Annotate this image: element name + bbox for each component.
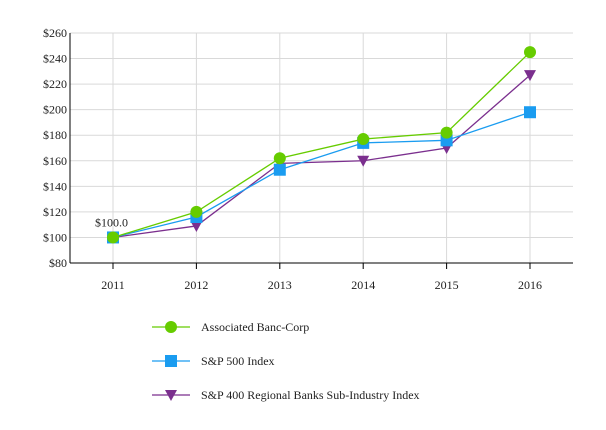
x-tick-label: 2016 — [518, 278, 542, 292]
data-point — [524, 46, 536, 59]
series-line-1 — [112, 111, 531, 239]
x-tick-label: 2014 — [351, 278, 375, 292]
x-tick-label: 2011 — [101, 278, 125, 292]
legend-marker — [165, 355, 177, 367]
legend-label: S&P 400 Regional Banks Sub-Industry Inde… — [201, 388, 420, 402]
x-tick-label: 2015 — [435, 278, 459, 292]
y-tick-label: $220 — [43, 77, 67, 91]
legend-label: Associated Banc-Corp — [201, 320, 309, 334]
x-tick-label: 2013 — [268, 278, 292, 292]
y-tick-label: $240 — [43, 52, 67, 66]
data-point — [440, 126, 453, 139]
y-tick-label: $120 — [43, 205, 67, 219]
legend-label: S&P 500 Index — [201, 354, 275, 368]
x-tick-label: 2012 — [184, 278, 208, 292]
series-line-0 — [112, 51, 531, 239]
y-tick-label: $80 — [49, 256, 67, 270]
y-tick-label: $140 — [43, 179, 67, 193]
data-point — [357, 133, 370, 146]
data-point — [524, 70, 536, 82]
data-point — [524, 106, 536, 119]
y-tick-label: $180 — [43, 128, 67, 142]
data-point — [357, 155, 370, 167]
y-tick-label: $260 — [43, 26, 67, 40]
y-tick-label: $160 — [43, 154, 67, 168]
data-point — [273, 152, 286, 165]
data-point — [190, 220, 203, 232]
data-point — [107, 231, 119, 244]
data-point — [273, 163, 286, 176]
legend-marker — [165, 390, 177, 401]
legend-marker — [165, 321, 177, 333]
data-point — [190, 205, 203, 218]
y-tick-label: $100 — [43, 230, 67, 244]
y-tick-label: $200 — [43, 103, 67, 117]
data-label: $100.0 — [95, 215, 128, 229]
